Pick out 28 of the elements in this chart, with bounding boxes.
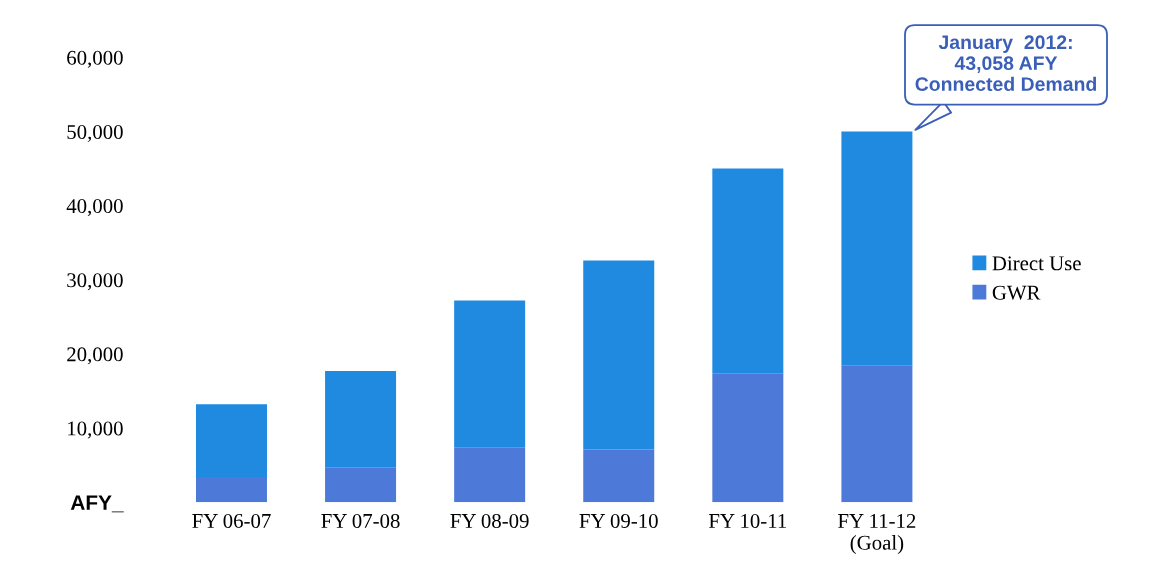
y-tick-label: 20,000 <box>67 347 123 365</box>
bar <box>841 365 913 503</box>
bar <box>712 168 784 374</box>
y-tick-label: 10,000 <box>68 421 123 439</box>
bar <box>583 260 655 450</box>
y-tick-label: 50,000 <box>67 124 123 142</box>
x-tick-label: FY 06-07 <box>192 513 271 528</box>
x-tick-label: FY 10-11 <box>708 513 787 528</box>
y-tick-label: 30,000 <box>67 273 123 291</box>
legend-label: Direct Use <box>992 256 1081 271</box>
bar <box>325 370 397 468</box>
legend-label: GWR <box>992 285 1041 300</box>
x-tick-label: FY 11-12 (Goal) <box>838 513 916 554</box>
bar <box>454 447 526 503</box>
x-tick-label: FY 09-10 <box>579 513 658 528</box>
bar <box>841 131 913 366</box>
bar <box>712 373 784 503</box>
bar <box>195 404 267 477</box>
bar <box>325 467 397 503</box>
x-tick-label: FY 08-09 <box>450 513 529 528</box>
bar <box>195 476 267 503</box>
y-tick-label: AFY_ <box>70 495 124 513</box>
annotation: January 2012: 43,058 AFY Connected Demand <box>915 35 1097 91</box>
y-tick-label: 40,000 <box>66 199 123 217</box>
x-tick-label: FY 07-08 <box>321 513 400 528</box>
bar <box>583 449 655 503</box>
bar <box>454 300 526 448</box>
y-tick-label: 60,000 <box>67 50 123 68</box>
